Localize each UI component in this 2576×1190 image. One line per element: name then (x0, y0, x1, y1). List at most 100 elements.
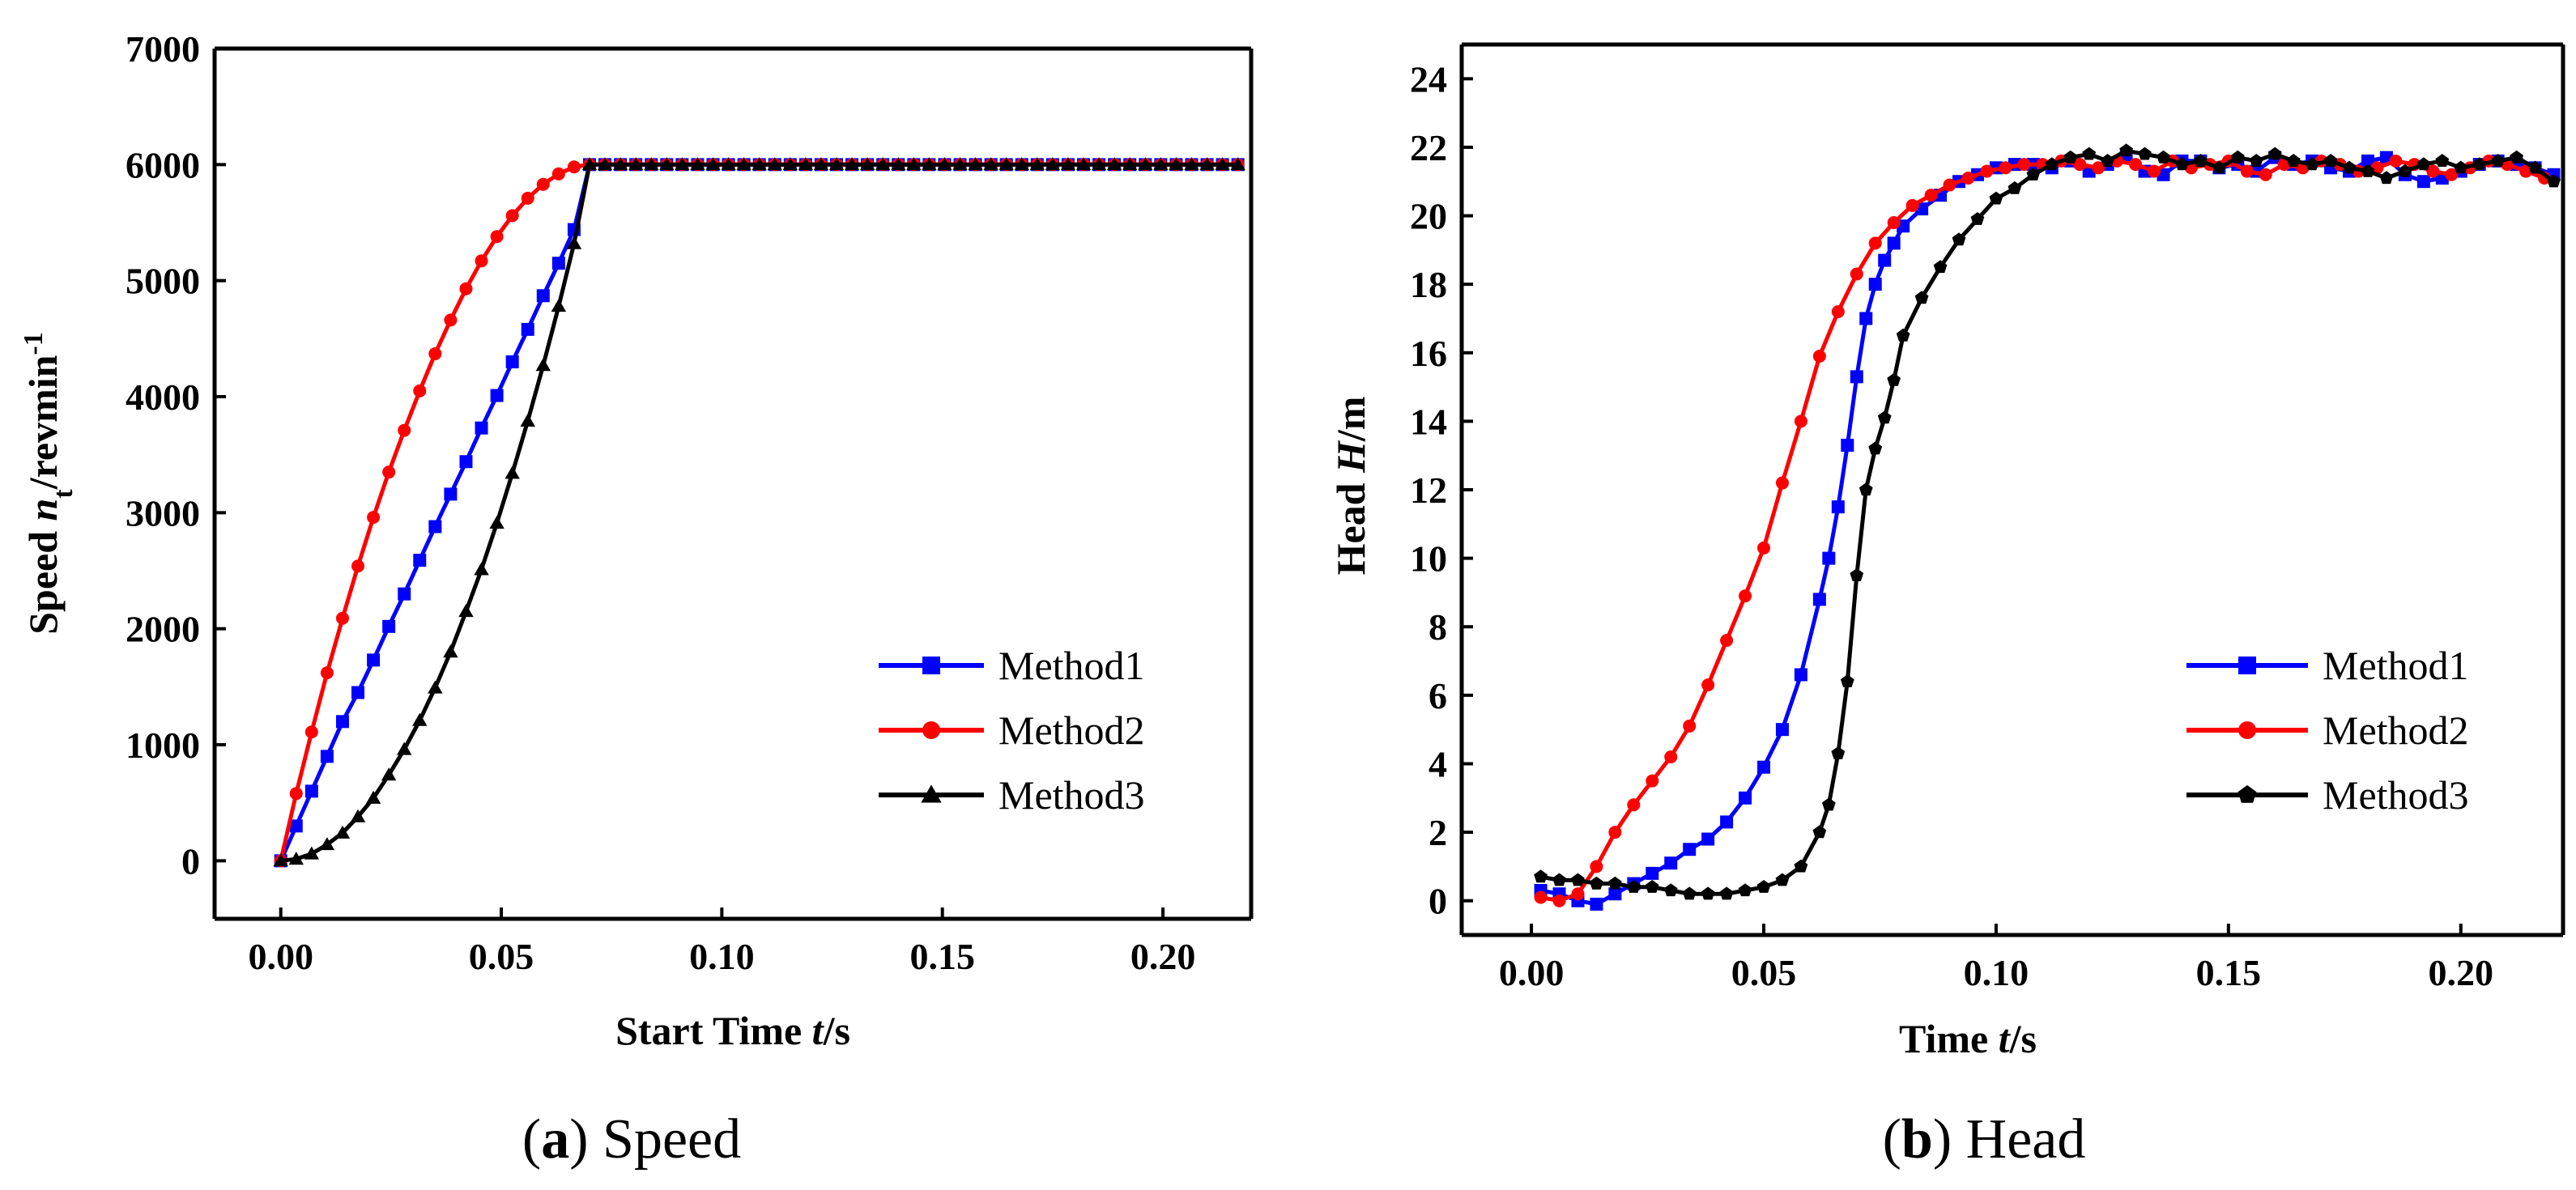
speed-chart-method1-point (459, 455, 473, 469)
head-chart-legend: Method1 Method2 Method3 (2186, 643, 2469, 818)
head-chart-method3-point (1933, 260, 1948, 274)
speed-chart-method3-point (1091, 157, 1107, 171)
head-chart-method2-point (1980, 164, 1994, 178)
speed-chart-y-tick-label: 1000 (126, 725, 200, 766)
head-chart-x-tick-label: 0.10 (1964, 952, 2029, 993)
speed-chart-method2-point (505, 209, 519, 223)
head-chart-y-tick-label: 2 (1429, 812, 1447, 853)
head-chart-method3-point (1840, 674, 1854, 687)
head-chart-legend-method2-marker (2238, 721, 2256, 739)
head-chart-method2-point (1552, 894, 1566, 907)
speed-chart-legend-method3-label: Method3 (998, 772, 1145, 818)
head-chart-method2-point (2073, 158, 2087, 172)
head-chart-method3-point (1822, 797, 1836, 811)
speed-chart-x-tick-label: 0.20 (1130, 936, 1196, 977)
head-chart-method3-point (2101, 154, 2114, 167)
head-chart-method1-point (1794, 668, 1807, 682)
head-chart-legend-method3-marker (2238, 784, 2257, 803)
speed-chart-method1-point (428, 520, 442, 533)
head-chart-caption: (b) Head (1883, 1108, 2086, 1171)
head-chart-legend-method3-label: Method3 (2323, 772, 2469, 818)
speed-chart-y-axis-title: Speed nt/revmin-1 (19, 332, 79, 635)
head-chart-panel: 0.00 0.05 0.10 0.15 0.2002468101214161820222… (1328, 42, 2565, 1171)
speed-chart-method3-point (844, 157, 860, 171)
head-chart-method1-point (1720, 815, 1734, 829)
head-chart-method2-point (1683, 719, 1697, 733)
head-chart-x-axis-title: Time t/s (1899, 1016, 2037, 1061)
head-chart-x-tick-label: 0.15 (2196, 952, 2262, 993)
head-chart-method1-point (1859, 312, 1873, 325)
speed-chart-method3-point (1184, 157, 1199, 171)
speed-chart-method1-point (320, 750, 334, 763)
speed-chart-ylabel-sup: -1 (19, 332, 49, 355)
head-chart-method3-point (2416, 157, 2431, 171)
speed-chart-method3-point (1169, 157, 1184, 171)
speed-chart-method2-point (367, 511, 381, 525)
head-chart-method3-point (1552, 873, 1566, 886)
head-chart-method2-point (1924, 189, 1938, 202)
speed-chart-ylabel-sub: t (49, 489, 79, 499)
speed-chart-method3-point (1075, 157, 1092, 171)
speed-chart-method3-point (304, 846, 320, 860)
head-chart-y-axis-title: Head H/m (1328, 397, 1373, 576)
head-chart-caption-text: Head (1966, 1108, 2086, 1171)
speed-chart-method3-point (1122, 157, 1138, 171)
speed-chart-method3-point (273, 853, 288, 867)
head-chart-method1-point (1775, 723, 1789, 737)
head-chart-method3-point (2454, 160, 2468, 174)
speed-chart-method3-point (581, 157, 598, 171)
head-chart-method2-point (1590, 860, 1603, 873)
speed-chart-method3-point (690, 157, 705, 171)
head-chart-y-tick-label: 10 (1410, 538, 1447, 580)
head-chart-method2-point (2092, 161, 2106, 175)
head-chart-method3-point (1794, 859, 1808, 873)
speed-chart-method3-point (566, 236, 582, 249)
speed-chart-method3-point (644, 157, 659, 171)
speed-chart-method3-point (1106, 157, 1122, 171)
speed-chart-method1-point (382, 619, 396, 633)
head-chart-method3-point (1663, 883, 1678, 897)
speed-chart-method3-point (1014, 157, 1029, 171)
speed-chart-y-tick-label: 3000 (126, 492, 200, 533)
speed-chart-method2-point (335, 611, 349, 625)
speed-chart-method3-point (828, 157, 845, 171)
head-chart-xlabel-suffix: /s (2009, 1016, 2037, 1061)
head-chart-method2-point (1627, 798, 1641, 812)
head-chart-method3-point (1645, 880, 1659, 893)
head-chart-y-tick-label: 18 (1410, 264, 1447, 305)
head-chart-y-tick-label: 6 (1429, 675, 1447, 716)
head-chart-method3-point (1887, 372, 1901, 386)
speed-chart-method3-point (612, 157, 628, 171)
speed-chart-caption: (a) Speed (522, 1108, 741, 1171)
speed-chart-method3-point (782, 157, 798, 171)
head-chart-method3-point (2379, 171, 2394, 185)
speed-chart-method3-point (922, 157, 937, 171)
head-chart-method1-point (1739, 791, 1752, 805)
speed-chart-method3-point (319, 837, 335, 851)
head-chart-x-tick-label: 0.20 (2429, 952, 2494, 993)
head-chart-method2-point (2240, 164, 2254, 178)
speed-chart-method1-point (304, 784, 318, 798)
speed-chart-method3-point (505, 465, 520, 479)
speed-chart-legend-method2-marker (922, 721, 940, 739)
head-chart-method2-point (2129, 158, 2143, 172)
head-chart-method3-point (2138, 147, 2152, 160)
head-chart-method3-point (2342, 160, 2357, 174)
speed-chart-method3-point (551, 299, 567, 312)
speed-chart-method3-point (1029, 157, 1045, 171)
speed-chart-method3-point (365, 790, 381, 804)
head-chart-method1-point (1812, 593, 1826, 606)
head-chart-method3-point (2045, 157, 2059, 171)
speed-chart-method3-point (798, 157, 814, 171)
speed-chart-method1-point (444, 487, 458, 501)
head-chart-method2-point (1868, 236, 1882, 250)
head-chart-method3-point (1952, 232, 1966, 246)
speed-chart-xlabel-prefix: Start Time (615, 1008, 812, 1053)
head-chart-method3-point (2157, 150, 2170, 164)
speed-chart-method3-point (659, 157, 675, 171)
speed-chart-method3-point (767, 157, 782, 171)
head-chart-method3-point (2435, 154, 2450, 167)
head-chart-method3-point (2305, 157, 2319, 171)
head-chart-ylabel-suffix: /m (1328, 397, 1373, 443)
